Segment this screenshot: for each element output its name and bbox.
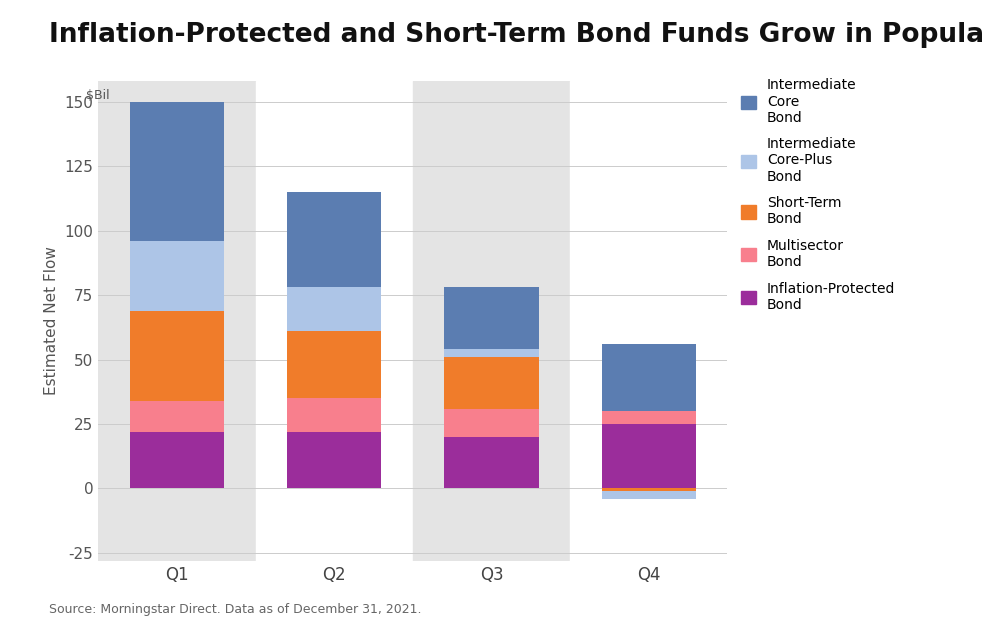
Bar <box>413 81 570 561</box>
Legend: Intermediate
Core
Bond, Intermediate
Core-Plus
Bond, Short-Term
Bond, Multisecto: Intermediate Core Bond, Intermediate Cor… <box>740 78 896 312</box>
Bar <box>444 287 539 350</box>
Bar <box>570 81 727 561</box>
Bar <box>287 398 381 432</box>
Y-axis label: Estimated Net Flow: Estimated Net Flow <box>44 247 59 395</box>
Bar <box>287 192 381 287</box>
Bar <box>602 491 696 499</box>
Text: Source: Morningstar Direct. Data as of December 31, 2021.: Source: Morningstar Direct. Data as of D… <box>49 602 422 616</box>
Bar <box>444 409 539 437</box>
Bar <box>602 488 696 491</box>
Bar <box>444 350 539 357</box>
Bar <box>130 102 224 241</box>
Text: Inflation-Protected and Short-Term Bond Funds Grow in Popularity: Inflation-Protected and Short-Term Bond … <box>49 22 983 48</box>
Bar <box>287 432 381 488</box>
Bar <box>602 411 696 424</box>
Bar <box>602 344 696 411</box>
Bar <box>444 437 539 488</box>
Bar <box>130 310 224 401</box>
Bar <box>98 81 256 561</box>
Bar <box>287 287 381 331</box>
Bar <box>130 432 224 488</box>
Bar <box>602 424 696 488</box>
Bar <box>130 241 224 310</box>
Bar <box>444 357 539 409</box>
Bar <box>130 401 224 432</box>
Bar <box>287 331 381 398</box>
Bar <box>256 81 413 561</box>
Text: $Bil: $Bil <box>86 88 109 102</box>
